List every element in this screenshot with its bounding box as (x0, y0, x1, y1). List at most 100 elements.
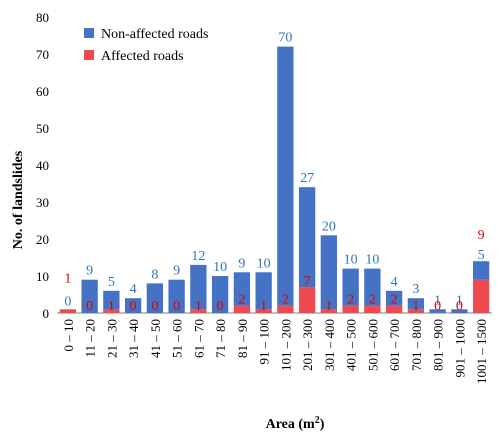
x-tick-label: 11 – 20 (83, 319, 98, 358)
bar-non-affected (298, 187, 316, 288)
y-tick-label: 50 (36, 121, 49, 136)
x-tick-label: 501 – 600 (365, 319, 380, 371)
data-label-non-affected: 1 (434, 293, 441, 308)
data-label-non-affected: 20 (322, 219, 336, 234)
data-label-affected: 1 (412, 299, 419, 314)
x-tick-label: 41 – 50 (148, 319, 163, 358)
data-label-affected: 0 (456, 299, 463, 314)
bar-affected (320, 309, 338, 313)
y-axis-title: No. of landslides (11, 150, 26, 249)
bar-affected (342, 305, 359, 313)
x-tick-label: 901 – 1000 (452, 319, 467, 378)
bars (59, 46, 490, 313)
bar-non-affected (320, 235, 338, 310)
data-label-non-affected: 5 (108, 275, 115, 290)
bar-affected (277, 305, 294, 313)
data-label-non-affected: 9 (86, 264, 93, 279)
x-tick-label: 101 – 200 (278, 319, 293, 371)
legend-label-non-affected: Non-affected roads (101, 27, 208, 42)
data-label-affected: 2 (282, 293, 289, 308)
y-tick-label: 30 (36, 195, 49, 210)
data-label-affected: 2 (369, 293, 376, 308)
bar-non-affected (233, 272, 251, 306)
data-label-non-affected: 1 (456, 293, 463, 308)
bar-affected (59, 309, 77, 313)
bar-affected (233, 305, 251, 313)
bar-non-affected (472, 261, 490, 280)
x-tick-label: 801 – 900 (431, 319, 446, 371)
data-label-affected: 1 (64, 271, 71, 286)
data-label-affected: 1 (325, 299, 332, 314)
bar-non-affected (342, 268, 359, 306)
data-label-non-affected: 9 (238, 256, 245, 271)
y-tick-label: 10 (36, 269, 49, 284)
x-tick-label: 201 – 300 (300, 319, 315, 371)
x-axis-title-text: Area (m (266, 417, 315, 432)
data-label-affected: 0 (173, 299, 180, 314)
bar-affected (190, 309, 207, 313)
legend: Non-affected roads Affected roads (84, 27, 208, 64)
legend-swatch-affected (84, 50, 94, 60)
y-tick-label: 40 (36, 158, 49, 173)
y-tick-label: 60 (36, 84, 49, 99)
data-label-affected: 1 (195, 299, 202, 314)
data-label-affected: 1 (108, 299, 115, 314)
bar-affected (298, 287, 316, 313)
data-label-non-affected: 10 (257, 256, 271, 271)
x-tick-label: 701 – 800 (409, 319, 424, 371)
bar-non-affected (451, 309, 468, 313)
bar-affected (255, 309, 272, 313)
bar-affected (407, 309, 425, 313)
bar-non-affected (124, 298, 142, 313)
x-tick-label: 91 – 100 (257, 319, 272, 365)
bar-affected (385, 305, 403, 313)
x-axis-title: Area (m2) (266, 415, 325, 432)
bar-affected (364, 305, 381, 313)
data-label-non-affected: 4 (391, 275, 398, 290)
data-label-affected: 7 (304, 274, 311, 289)
data-label-affected: 0 (130, 299, 137, 314)
y-tick-label: 80 (36, 10, 49, 25)
bar-non-affected (103, 290, 120, 310)
data-label-non-affected: 9 (173, 264, 180, 279)
legend-swatch-non-affected (84, 28, 94, 38)
x-axis-title-superscript: 2 (315, 415, 320, 426)
bar-non-affected (81, 279, 98, 313)
bar-non-affected (385, 290, 403, 306)
bar-non-affected (190, 264, 207, 310)
y-tick-label: 0 (43, 306, 50, 321)
bar-non-affected (429, 309, 446, 313)
bar-affected (103, 309, 120, 313)
x-tick-label: 401 – 500 (344, 319, 359, 371)
x-tick-label: 21 – 30 (104, 319, 119, 358)
bar-non-affected (364, 268, 381, 306)
bar-non-affected (407, 298, 425, 310)
data-label-non-affected: 8 (151, 267, 158, 282)
data-label-affected: 1 (260, 299, 267, 314)
x-axis: 0 – 10 11 – 20 21 – 30 31 – 40 41 – 50 51 – 6… (57, 312, 492, 384)
y-tick-label: 70 (36, 47, 49, 62)
data-label-affected: 0 (434, 299, 441, 314)
x-tick-label: 61 – 70 (191, 319, 206, 358)
data-label-non-affected: 4 (130, 282, 137, 297)
x-tick-label: 51 – 60 (170, 319, 185, 358)
data-label-affected: 0 (217, 299, 224, 314)
data-label-non-affected: 27 (300, 171, 314, 186)
data-label-non-affected: 0 (64, 294, 71, 309)
data-label-affected: 9 (478, 228, 485, 243)
data-label-affected: 2 (238, 293, 245, 308)
y-axis: 0 10 20 30 40 50 60 70 80 (36, 10, 49, 321)
x-tick-label: 31 – 40 (126, 319, 141, 358)
bar-affected (472, 279, 490, 313)
bar-non-affected (168, 279, 185, 313)
data-label-non-affected: 5 (478, 248, 485, 263)
data-label-affected: 2 (347, 293, 354, 308)
data-label-affected: 2 (391, 293, 398, 308)
data-label-non-affected: 10 (365, 253, 379, 268)
data-labels: 0190514080901211009210170227720110210242… (64, 31, 484, 314)
bar-non-affected (211, 276, 229, 313)
x-tick-label: 81 – 90 (235, 319, 250, 358)
x-tick-label: 0 – 10 (61, 319, 76, 352)
bar-non-affected (146, 283, 164, 313)
legend-label-affected: Affected roads (101, 49, 184, 64)
